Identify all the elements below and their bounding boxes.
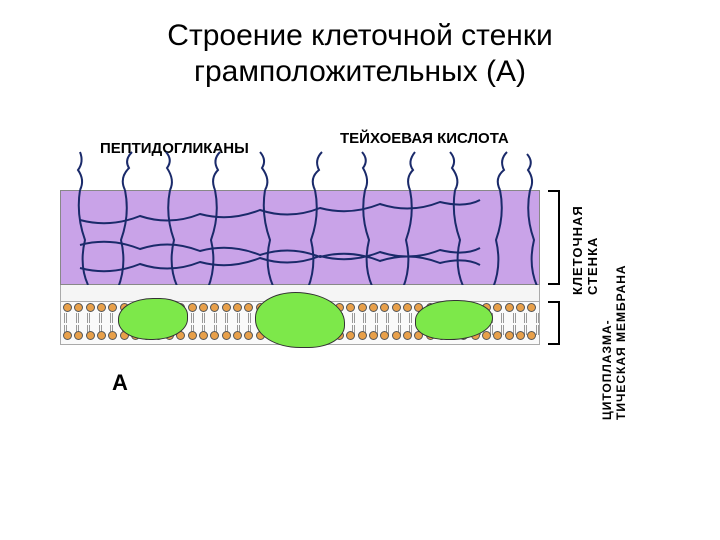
- lipid-head: [74, 331, 83, 340]
- lipid-head: [358, 331, 367, 340]
- lipid-head: [86, 331, 95, 340]
- title-line2: грамположительных (А): [0, 54, 720, 90]
- lipid-head: [63, 303, 72, 312]
- lipid-head: [527, 303, 536, 312]
- lipid-head: [188, 331, 197, 340]
- page-title: Строение клеточной стенки грамположитель…: [0, 0, 720, 90]
- membrane-bracket: [548, 301, 560, 345]
- lipid-head: [380, 303, 389, 312]
- peptidoglycans-label: ПЕПТИДОГЛИКАНЫ: [100, 140, 249, 157]
- lipid-head: [222, 303, 231, 312]
- lipid-head: [108, 331, 117, 340]
- cell-wall-label: КЛЕТОЧНАЯ СТЕНКА: [570, 160, 600, 295]
- lipid-head: [233, 331, 242, 340]
- lipid-head: [199, 303, 208, 312]
- teichoic-label: ТЕЙХОЕВАЯ КИСЛОТА: [340, 130, 509, 147]
- lipid-head: [346, 331, 355, 340]
- membrane-label: ЦИТОПЛАЗМА- ТИЧЕСКАЯ МЕМБРАНА: [600, 260, 630, 420]
- lipid-head: [482, 331, 491, 340]
- lipid-head: [516, 331, 525, 340]
- lipid-head: [97, 331, 106, 340]
- lipid-head: [199, 331, 208, 340]
- lipid-head: [244, 303, 253, 312]
- lipid-head: [346, 303, 355, 312]
- lipid-head: [516, 303, 525, 312]
- lipid-head: [505, 331, 514, 340]
- lipid-head: [403, 331, 412, 340]
- lipid-head: [369, 303, 378, 312]
- lipid-head: [222, 331, 231, 340]
- lipid-head: [505, 303, 514, 312]
- cell-wall-bracket: [548, 190, 560, 285]
- lipid-head: [86, 303, 95, 312]
- lipid-head: [74, 303, 83, 312]
- lipid-head: [233, 303, 242, 312]
- membrane-protein: [118, 298, 188, 340]
- lipid-head: [392, 331, 401, 340]
- lipid-head: [403, 303, 412, 312]
- lipid-head: [210, 303, 219, 312]
- lipid-head: [369, 331, 378, 340]
- lipid-head: [210, 331, 219, 340]
- lipid-head: [380, 331, 389, 340]
- peptidoglycan-layer: [60, 190, 540, 285]
- lipid-head: [392, 303, 401, 312]
- lipid-head: [493, 303, 502, 312]
- lipid-head: [493, 331, 502, 340]
- lipid-head: [188, 303, 197, 312]
- lipid-head: [108, 303, 117, 312]
- lipid-head: [358, 303, 367, 312]
- lipid-head: [244, 331, 253, 340]
- lipid-head: [97, 303, 106, 312]
- lipid-head: [527, 331, 536, 340]
- lipid-head: [63, 331, 72, 340]
- cell-wall-diagram: ПЕПТИДОГЛИКАНЫ ТЕЙХОЕВАЯ КИСЛОТА: [60, 130, 600, 410]
- figure-label-a: А: [112, 370, 128, 396]
- title-line1: Строение клеточной стенки: [0, 18, 720, 54]
